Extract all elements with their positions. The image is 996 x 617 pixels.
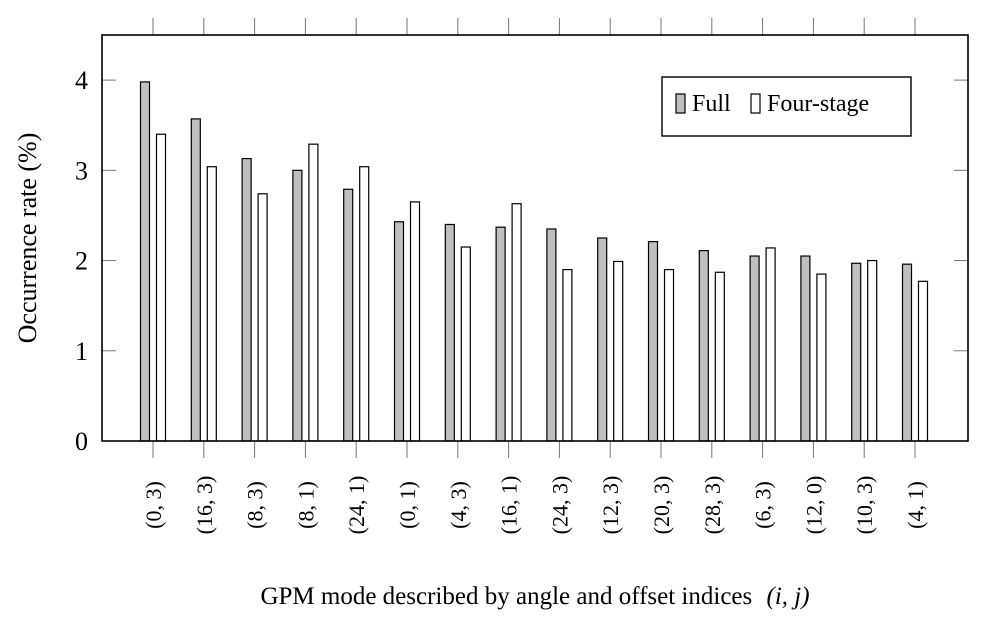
y-tick-labels: 0 1 2 3 4 — [75, 66, 88, 456]
bar-full-6 — [444, 223, 455, 442]
bar-full-10 — [647, 241, 659, 442]
bar-four-stage-10 — [663, 268, 675, 442]
y-axis-label: Occurrence rate (%) — [13, 133, 42, 344]
bar-four-stage-15 — [917, 280, 929, 442]
bars-group — [139, 81, 929, 442]
x-tick-label-3: (8, 1) — [293, 481, 318, 529]
bar-four-stage-5 — [409, 201, 421, 442]
x-tick-label-11: (28, 3) — [700, 476, 725, 535]
top-ticks — [152, 18, 916, 35]
x-tick-label-15: (4, 1) — [903, 481, 928, 529]
bar-full-3 — [292, 169, 303, 442]
legend-label-full: Full — [692, 91, 731, 117]
x-tick-label-5: (0, 1) — [395, 481, 420, 529]
x-tick-label-4: (24, 1) — [344, 476, 369, 535]
x-tick-label-6: (4, 3) — [446, 481, 471, 529]
y-tick-label-2: 2 — [75, 247, 88, 276]
bar-four-stage-14 — [867, 259, 878, 442]
legend-swatch-four-stage — [750, 93, 761, 114]
x-tick-label-10: (20, 3) — [649, 476, 674, 535]
bar-full-8 — [546, 228, 557, 442]
bar-full-15 — [901, 263, 913, 442]
right-ticks — [954, 79, 968, 442]
bar-four-stage-3 — [308, 143, 319, 442]
x-axis-label-text: GPM mode described by angle and offset i… — [260, 583, 752, 610]
bar-full-5 — [393, 221, 405, 442]
y-tick-label-3: 3 — [75, 156, 88, 185]
bar-full-14 — [851, 262, 862, 442]
x-tick-labels: (0, 3) (16, 3) (8, 3) (8, 1) (24, 1) (0, 1) (4… — [141, 476, 928, 535]
bar-four-stage-2 — [257, 193, 268, 442]
bar-full-2 — [241, 158, 252, 442]
bar-four-stage-8 — [562, 268, 573, 442]
bar-four-stage-7 — [511, 203, 522, 442]
bar-full-12 — [749, 255, 760, 442]
x-tick-label-0: (0, 3) — [141, 481, 166, 529]
x-tick-label-2: (8, 3) — [243, 481, 268, 529]
bar-full-0 — [139, 81, 151, 442]
x-axis-label-math: (i, j) — [767, 583, 810, 610]
y-tick-label-4: 4 — [75, 66, 88, 95]
bar-four-stage-11 — [714, 271, 725, 442]
bar-four-stage-6 — [460, 246, 471, 442]
bar-full-7 — [495, 226, 506, 442]
bar-full-13 — [800, 255, 811, 442]
x-axis-label: GPM mode described by angle and offset i… — [260, 583, 809, 610]
bar-full-1 — [190, 118, 201, 442]
y-tick-marks — [102, 79, 116, 442]
legend: Full Four-stage — [661, 76, 912, 137]
x-tick-label-13: (12, 0) — [801, 476, 826, 535]
x-tick-label-9: (12, 3) — [598, 476, 623, 535]
bar-full-4 — [343, 188, 354, 442]
legend-box — [661, 76, 912, 137]
x-tick-label-14: (10, 3) — [852, 476, 877, 535]
bar-four-stage-0 — [155, 133, 167, 442]
legend-swatch-full — [675, 93, 686, 114]
x-tick-label-7: (16, 1) — [497, 476, 522, 535]
bar-full-9 — [597, 237, 608, 442]
bar-four-stage-1 — [206, 166, 217, 442]
bar-full-11 — [698, 250, 709, 442]
bar-four-stage-12 — [765, 247, 776, 442]
x-tick-label-8: (24, 3) — [547, 476, 572, 535]
bar-four-stage-13 — [816, 273, 827, 442]
plot-frame — [101, 34, 969, 442]
x-tick-label-12: (6, 3) — [751, 481, 776, 529]
x-tick-label-1: (16, 3) — [192, 476, 217, 535]
x-tick-marks — [152, 441, 916, 458]
y-tick-label-0: 0 — [75, 427, 88, 456]
bar-four-stage-9 — [613, 260, 624, 442]
legend-label-four-stage: Four-stage — [767, 91, 869, 117]
y-tick-label-1: 1 — [75, 337, 88, 366]
bar-four-stage-4 — [359, 166, 370, 442]
